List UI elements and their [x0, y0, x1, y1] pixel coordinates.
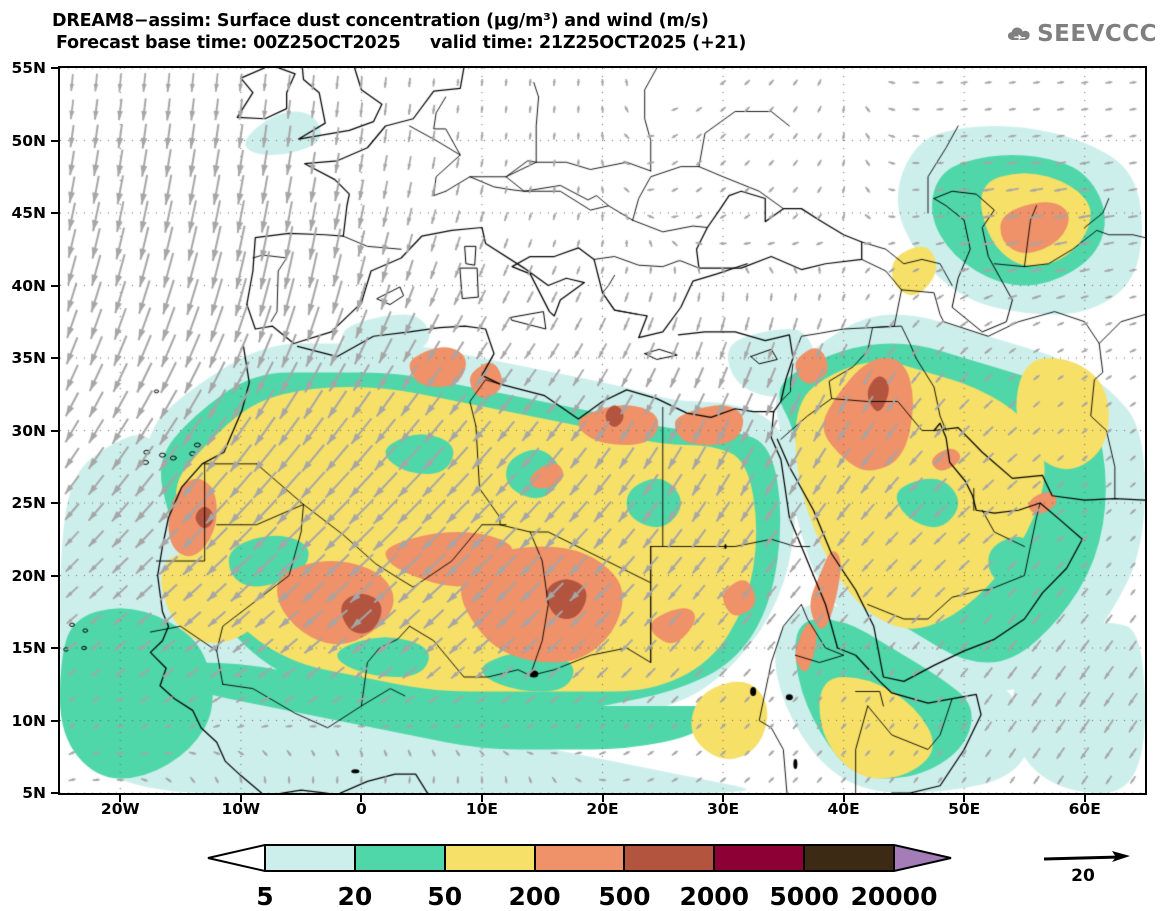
colorbar-tick-label: 2000: [679, 882, 750, 911]
y-axis-tick-mark: [51, 139, 58, 142]
y-axis-tick-mark: [51, 574, 58, 577]
logo-text: SEEVCCC: [1037, 21, 1157, 47]
colorbar-tick-label: 5: [256, 882, 274, 911]
colorbar-band: [714, 844, 805, 872]
x-axis-tick-mark: [239, 795, 242, 802]
x-axis-tick-label: 60E: [1068, 800, 1101, 818]
wind-scale-reference: 20: [1040, 848, 1140, 890]
y-axis-tick-label: 45N: [11, 204, 46, 222]
page-title: DREAM8−assim: Surface dust concentration…: [52, 11, 709, 31]
y-axis-tick-label: 5N: [22, 784, 46, 802]
x-axis-tick-mark: [722, 795, 725, 802]
colorbar-tick-label: 500: [598, 882, 651, 911]
colorbar-extend-low: [207, 844, 265, 872]
colorbar-band: [624, 844, 715, 872]
x-axis-tick-label: 40E: [827, 800, 860, 818]
seevccc-logo: SEEVCCC: [1007, 14, 1157, 54]
x-axis-tick-label: 30E: [706, 800, 740, 818]
y-axis-tick-mark: [51, 792, 58, 794]
map-plot-area: [58, 66, 1147, 795]
y-axis-tick-label: 40N: [11, 276, 46, 295]
y-axis-tick-mark: [51, 647, 58, 649]
x-axis-tick-label: 10E: [465, 800, 499, 818]
colorbar-band: [444, 844, 535, 872]
x-axis-tick-label: 20E: [586, 800, 619, 818]
y-axis-tick-mark: [51, 429, 58, 432]
y-axis-tick-mark: [51, 212, 58, 214]
colorbar-tick-label: 200: [508, 882, 561, 911]
forecast-time-subtitle: Forecast base time: 00Z25OCT2025 valid t…: [56, 33, 747, 53]
y-axis-tick-label: 20N: [11, 566, 46, 585]
x-axis-tick-mark: [360, 795, 363, 802]
cloud-icon: [1007, 27, 1030, 41]
x-axis-tick-label: 20W: [100, 800, 140, 818]
colorbar-band: [354, 844, 445, 872]
y-axis-tick-label: 50N: [11, 131, 46, 150]
x-axis-tick-mark: [963, 795, 966, 802]
y-axis-tick-label: 25N: [11, 494, 46, 512]
x-axis-tick-mark: [480, 795, 483, 802]
colorbar-band: [804, 844, 894, 872]
x-axis-tick-mark: [1083, 795, 1086, 802]
header: DREAM8−assim: Surface dust concentration…: [0, 0, 1165, 62]
y-axis-tick-label: 55N: [11, 59, 46, 77]
colorbar-tick-label: 5000: [769, 882, 839, 911]
colorbar-tick-label: 20000: [850, 882, 938, 911]
colorbar-tick-label: 50: [427, 882, 463, 911]
x-axis-tick-label: 10W: [221, 800, 261, 818]
x-axis-tick-label: 0: [355, 800, 367, 818]
y-axis-tick-mark: [51, 719, 58, 722]
y-axis-tick-label: 15N: [11, 639, 46, 657]
y-axis-tick-mark: [51, 67, 58, 69]
colorbar-strip: 5 20 50 200 500 2000 5000 20000: [207, 844, 952, 911]
colorbar-extend-high: [894, 844, 952, 872]
wind-vector-arrow-icon: [1043, 851, 1130, 862]
x-axis-tick-label: 50E: [948, 800, 981, 818]
y-axis-tick-mark: [51, 357, 58, 359]
y-axis-tick-label: 30N: [11, 421, 46, 440]
colorbar-band: [534, 844, 625, 872]
y-axis-tick-mark: [51, 502, 58, 504]
colorbar-band: [265, 844, 355, 872]
colorbar-legend: 5 20 50 200 500 2000 5000 20000: [0, 836, 1165, 911]
y-axis-tick-mark: [51, 284, 58, 287]
y-axis-tick-label: 10N: [11, 711, 46, 730]
colorbar-tick-label: 20: [337, 882, 373, 911]
x-axis-tick-mark: [842, 795, 845, 802]
dust-concentration-map: [60, 68, 1145, 793]
wind-scale-value: 20: [1071, 866, 1095, 886]
y-axis-tick-label: 35N: [11, 349, 46, 367]
x-axis-tick-mark: [601, 795, 604, 802]
x-axis-tick-mark: [119, 795, 122, 802]
